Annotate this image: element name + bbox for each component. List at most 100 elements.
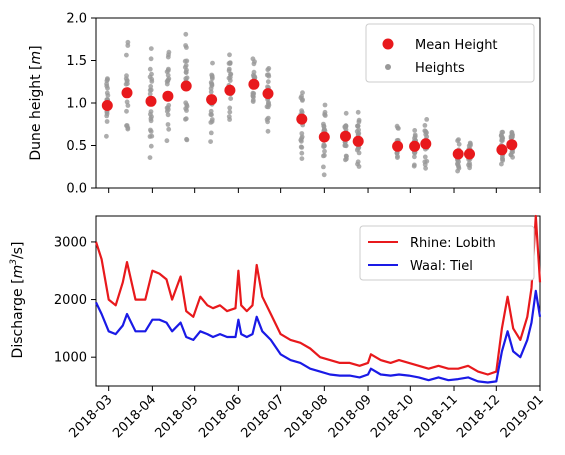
top-legend: Mean Height Heights — [365, 23, 535, 83]
height-point — [183, 63, 189, 68]
height-point — [422, 123, 428, 128]
legend-heights-label: Heights — [415, 61, 465, 76]
height-point — [412, 154, 417, 160]
height-point — [227, 109, 233, 115]
height-point — [147, 87, 153, 93]
bottom-y-ticks: 1000 2000 3000 — [54, 235, 96, 366]
top-x-ticks — [108, 188, 541, 193]
height-point — [355, 159, 361, 165]
height-point — [251, 73, 257, 79]
height-point — [208, 120, 214, 125]
height-point — [508, 134, 514, 139]
height-point — [455, 163, 461, 168]
mean-height-point — [248, 78, 260, 90]
bottom-y-axis-label: Discharge [m3/s] — [9, 242, 26, 359]
height-point — [423, 132, 429, 137]
height-point — [184, 137, 190, 143]
bottom-plot-frame — [95, 215, 541, 387]
height-point — [148, 56, 154, 62]
legend-waal-label: Waal: Tiel — [410, 259, 473, 274]
height-point — [322, 102, 328, 108]
height-point — [104, 133, 109, 139]
bottom-legend: Rhine: Lobith Waal: Tiel — [359, 225, 535, 281]
mean-height-point — [340, 130, 351, 142]
bottom-y-tick-label: 3000 — [54, 235, 87, 250]
height-point — [182, 58, 188, 64]
bottom-x-tick-label: 2018-05 — [152, 392, 201, 441]
height-point — [183, 76, 189, 81]
height-point — [355, 123, 361, 129]
legend-rhine-label: Rhine: Lobith — [410, 236, 496, 251]
height-point — [264, 72, 270, 78]
height-point — [321, 172, 327, 178]
legend-mean-height-marker — [382, 38, 394, 50]
bottom-x-tick-label: 2019-01 — [498, 392, 547, 441]
height-point — [164, 79, 170, 84]
height-point — [250, 93, 256, 98]
bottom-x-tick-label: 2018-07 — [238, 392, 287, 441]
height-point — [209, 72, 215, 78]
bottom-y-tick-label: 2000 — [54, 293, 87, 308]
top-y-tick-label: 1.0 — [66, 97, 87, 112]
height-point — [299, 108, 304, 114]
height-point — [165, 54, 171, 60]
bottom-x-tick-label: 2018-11 — [412, 392, 461, 441]
height-point — [184, 45, 189, 50]
height-point — [500, 135, 506, 141]
height-point — [124, 108, 129, 114]
height-point — [500, 129, 506, 135]
top-y-tick-label: 0.0 — [66, 182, 87, 197]
height-point — [264, 117, 270, 122]
height-point — [104, 83, 110, 89]
mean-height-point — [101, 100, 113, 111]
height-point — [355, 109, 361, 115]
top-y-tick-label: 2.0 — [66, 12, 87, 27]
bottom-x-tick-label: 2018-09 — [326, 392, 375, 441]
bottom-x-tick-label: 2018-06 — [196, 392, 245, 441]
height-point — [166, 126, 172, 132]
mean-height-point — [409, 140, 421, 152]
height-point — [422, 159, 428, 165]
bottom-data-lines — [94, 214, 542, 384]
bottom-x-tick-label: 2018-12 — [454, 392, 503, 441]
height-point — [456, 159, 461, 165]
height-point — [147, 66, 153, 72]
height-point — [508, 152, 514, 158]
height-point — [356, 164, 362, 169]
mean-height-point — [162, 90, 174, 102]
height-point — [148, 116, 154, 122]
height-point — [165, 107, 171, 112]
mean-height-point — [420, 138, 432, 150]
height-point — [125, 39, 131, 45]
height-point — [208, 89, 214, 95]
legend-mean-height-label: Mean Height — [415, 38, 498, 53]
height-point — [148, 143, 154, 149]
waal-tiel-line — [95, 289, 542, 384]
dune-height-panel: 0.0 0.5 1.0 1.5 2.0 Dune height [m] Mean Hei… — [28, 12, 541, 197]
height-point — [165, 112, 171, 118]
height-point — [227, 60, 233, 65]
mean-height-point — [121, 87, 133, 99]
height-point — [164, 138, 170, 144]
mean-height-point — [296, 113, 308, 125]
bottom-legend-box — [359, 225, 535, 281]
height-point — [250, 99, 256, 104]
height-point — [394, 123, 400, 129]
height-point — [227, 117, 233, 122]
height-point — [148, 129, 154, 134]
top-y-tick-label: 1.5 — [66, 54, 87, 69]
height-point — [208, 139, 214, 145]
height-point — [423, 165, 428, 171]
height-point — [166, 102, 172, 108]
height-point — [266, 66, 272, 71]
height-point — [499, 161, 504, 167]
mean-height-point — [464, 148, 475, 160]
height-point — [183, 69, 189, 75]
height-point — [322, 148, 327, 154]
height-point — [322, 109, 328, 115]
height-point — [265, 79, 271, 85]
mean-height-point — [318, 131, 330, 143]
height-point — [208, 130, 214, 136]
